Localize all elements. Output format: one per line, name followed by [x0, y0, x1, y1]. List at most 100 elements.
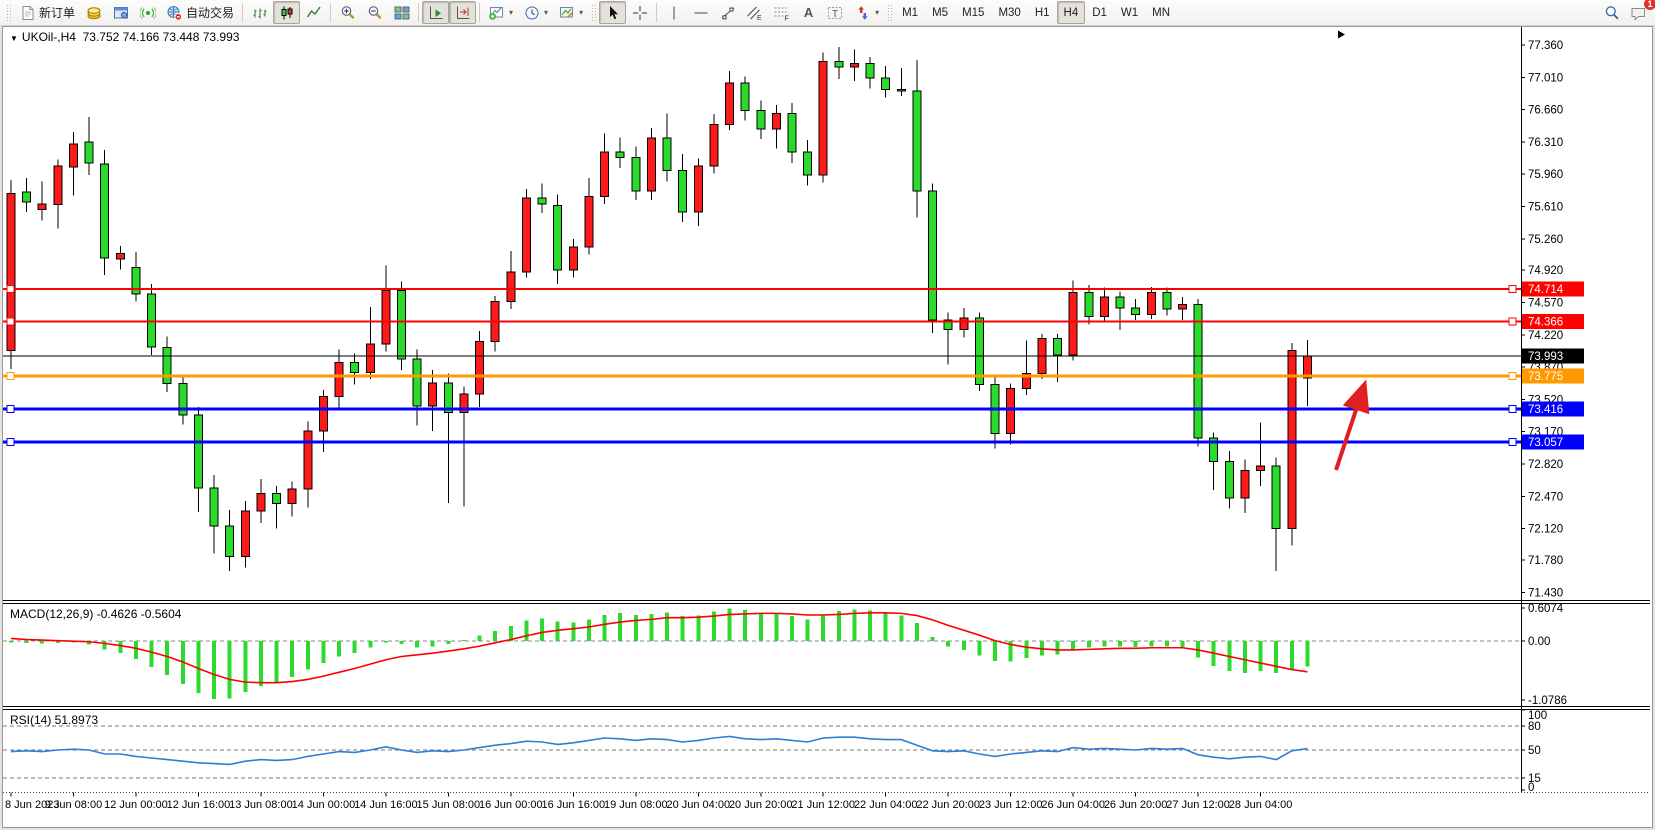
candlestick-chart-button[interactable]	[273, 1, 301, 24]
bar-chart-icon	[251, 4, 268, 21]
timeframe-m5-button[interactable]: M5	[932, 6, 949, 19]
candlestick-series	[6, 46, 1312, 572]
timeframe-d1-button[interactable]: D1	[1092, 6, 1107, 19]
dropdown-caret-icon[interactable]: ▾	[544, 8, 549, 17]
arrows-tool-button[interactable]: ▾	[849, 1, 884, 24]
bull-candle	[365, 343, 375, 374]
add-indicator-icon	[488, 4, 505, 21]
toolbar-grip[interactable]	[887, 3, 893, 22]
auto-trading-label: 自动交易	[186, 6, 235, 20]
trend-arrow-annotation[interactable]	[1334, 379, 1370, 471]
line-chart-icon	[305, 4, 322, 21]
new-order-button[interactable]: 新订单	[14, 1, 80, 24]
auto-scroll-button[interactable]	[422, 1, 450, 24]
search-icon	[1603, 4, 1620, 21]
line-chart-button[interactable]	[300, 1, 327, 24]
timeframe-m30-button[interactable]: M30	[998, 6, 1021, 19]
horizontal-line-tool-button[interactable]	[687, 1, 714, 24]
timeframe-mn-button[interactable]: MN	[1152, 6, 1171, 19]
bar-chart-button[interactable]	[246, 1, 273, 24]
line-handle	[1508, 405, 1517, 414]
toolbar-grip[interactable]	[6, 3, 11, 22]
toolbar-grip[interactable]	[591, 3, 597, 22]
line-handle	[6, 317, 15, 326]
strategy-tester-button[interactable]	[107, 1, 134, 24]
bull-candle	[725, 82, 735, 125]
gold-coins-icon	[85, 4, 102, 21]
line-handle	[6, 371, 15, 380]
svg-text:71.780: 71.780	[1528, 555, 1563, 567]
vertical-line-icon	[665, 4, 682, 21]
bear-candle	[272, 493, 282, 505]
tile-windows-button[interactable]	[388, 1, 415, 24]
zoom-out-button[interactable]	[361, 1, 388, 24]
text-tool-button[interactable]: A	[795, 1, 822, 24]
search-button[interactable]	[1598, 1, 1625, 24]
chart-shift-button[interactable]	[449, 1, 477, 24]
bear-candle	[162, 347, 172, 385]
svg-text:28 Jun 04:00: 28 Jun 04:00	[1229, 799, 1293, 811]
bear-candle	[803, 151, 813, 176]
timeframe-h4-button[interactable]: H4	[1056, 1, 1086, 24]
price-line-74.714[interactable]	[3, 285, 1521, 294]
dropdown-caret-icon[interactable]: ▾	[509, 8, 514, 17]
svg-text:75.260: 75.260	[1528, 234, 1563, 246]
chart-canvas[interactable]: 77.360 77.010 76.660 76.310 75.960 75.610 75.2…	[3, 27, 1650, 824]
auto-trading-button[interactable]: 自动交易	[161, 1, 239, 24]
bull-candle	[428, 382, 438, 407]
crosshair-tool-button[interactable]	[626, 1, 653, 24]
svg-text:72.820: 72.820	[1528, 459, 1563, 471]
price-line-73.775[interactable]	[3, 371, 1521, 380]
vertical-line-tool-button[interactable]	[660, 1, 687, 24]
svg-text:0: 0	[1528, 782, 1534, 794]
chart-title: ▼ UKOil-,H4 73.752 74.166 73.448 73.993	[10, 30, 239, 44]
svg-text:74.920: 74.920	[1528, 265, 1563, 277]
svg-text:14 Jun 00:00: 14 Jun 00:00	[292, 799, 356, 811]
chart-window: ▼ UKOil-,H4 73.752 74.166 73.448 73.993 M…	[2, 26, 1653, 828]
channel-tool-button[interactable]: E	[741, 1, 768, 24]
symbol-marker-icon[interactable]: ▼	[10, 34, 18, 43]
market-depth-button[interactable]	[80, 1, 107, 24]
timeframe-m15-button[interactable]: M15	[962, 6, 985, 19]
price-line-73.416[interactable]	[3, 405, 1521, 414]
toolbar: 新订单 自动交易	[0, 0, 1655, 26]
separator	[656, 3, 658, 22]
scroll-to-end-marker[interactable]	[1338, 30, 1345, 39]
svg-text:T: T	[832, 9, 838, 20]
cursor-tool-button[interactable]	[599, 1, 627, 24]
svg-text:72.470: 72.470	[1528, 491, 1563, 503]
dropdown-caret-icon[interactable]: ▾	[875, 8, 880, 17]
tile-windows-icon	[393, 4, 410, 21]
bear-candle	[912, 90, 922, 192]
svg-text:26 Jun 04:00: 26 Jun 04:00	[1041, 799, 1105, 811]
bear-candle	[350, 362, 360, 374]
price-line-label-74.714: 74.714	[1522, 281, 1584, 297]
trendline-tool-button[interactable]	[714, 1, 741, 24]
add-indicator-button[interactable]: ▾	[483, 1, 518, 24]
line-handle	[6, 438, 15, 447]
svg-text:100: 100	[1528, 710, 1547, 722]
svg-text:73.057: 73.057	[1528, 437, 1563, 449]
timeframe-w1-button[interactable]: W1	[1120, 6, 1139, 19]
periods-button[interactable]: ▾	[518, 1, 553, 24]
bear-candle	[787, 112, 797, 153]
zoom-in-button[interactable]	[334, 1, 361, 24]
fibonacci-tool-button[interactable]: F	[768, 1, 795, 24]
bear-candle	[1193, 303, 1203, 439]
signals-button[interactable]	[134, 1, 161, 24]
bull-candle	[53, 165, 63, 206]
price-line-73.057[interactable]	[3, 438, 1521, 447]
text-label-tool-button[interactable]: T	[822, 1, 849, 24]
timeframe-h1-button[interactable]: H1	[1034, 6, 1050, 19]
svg-text:20 Jun 20:00: 20 Jun 20:00	[729, 799, 793, 811]
bull-candle	[1287, 350, 1297, 530]
dropdown-caret-icon[interactable]: ▾	[579, 8, 584, 17]
bull-candle	[600, 151, 610, 197]
notifications-button[interactable]: 1	[1625, 0, 1655, 24]
line-handle	[1508, 371, 1517, 380]
templates-button[interactable]: ▾	[553, 1, 588, 24]
auto-scroll-icon	[427, 4, 444, 21]
timeframe-m1-button[interactable]: M1	[902, 6, 919, 19]
bull-candle	[818, 61, 828, 176]
price-line-74.366[interactable]	[3, 317, 1521, 326]
